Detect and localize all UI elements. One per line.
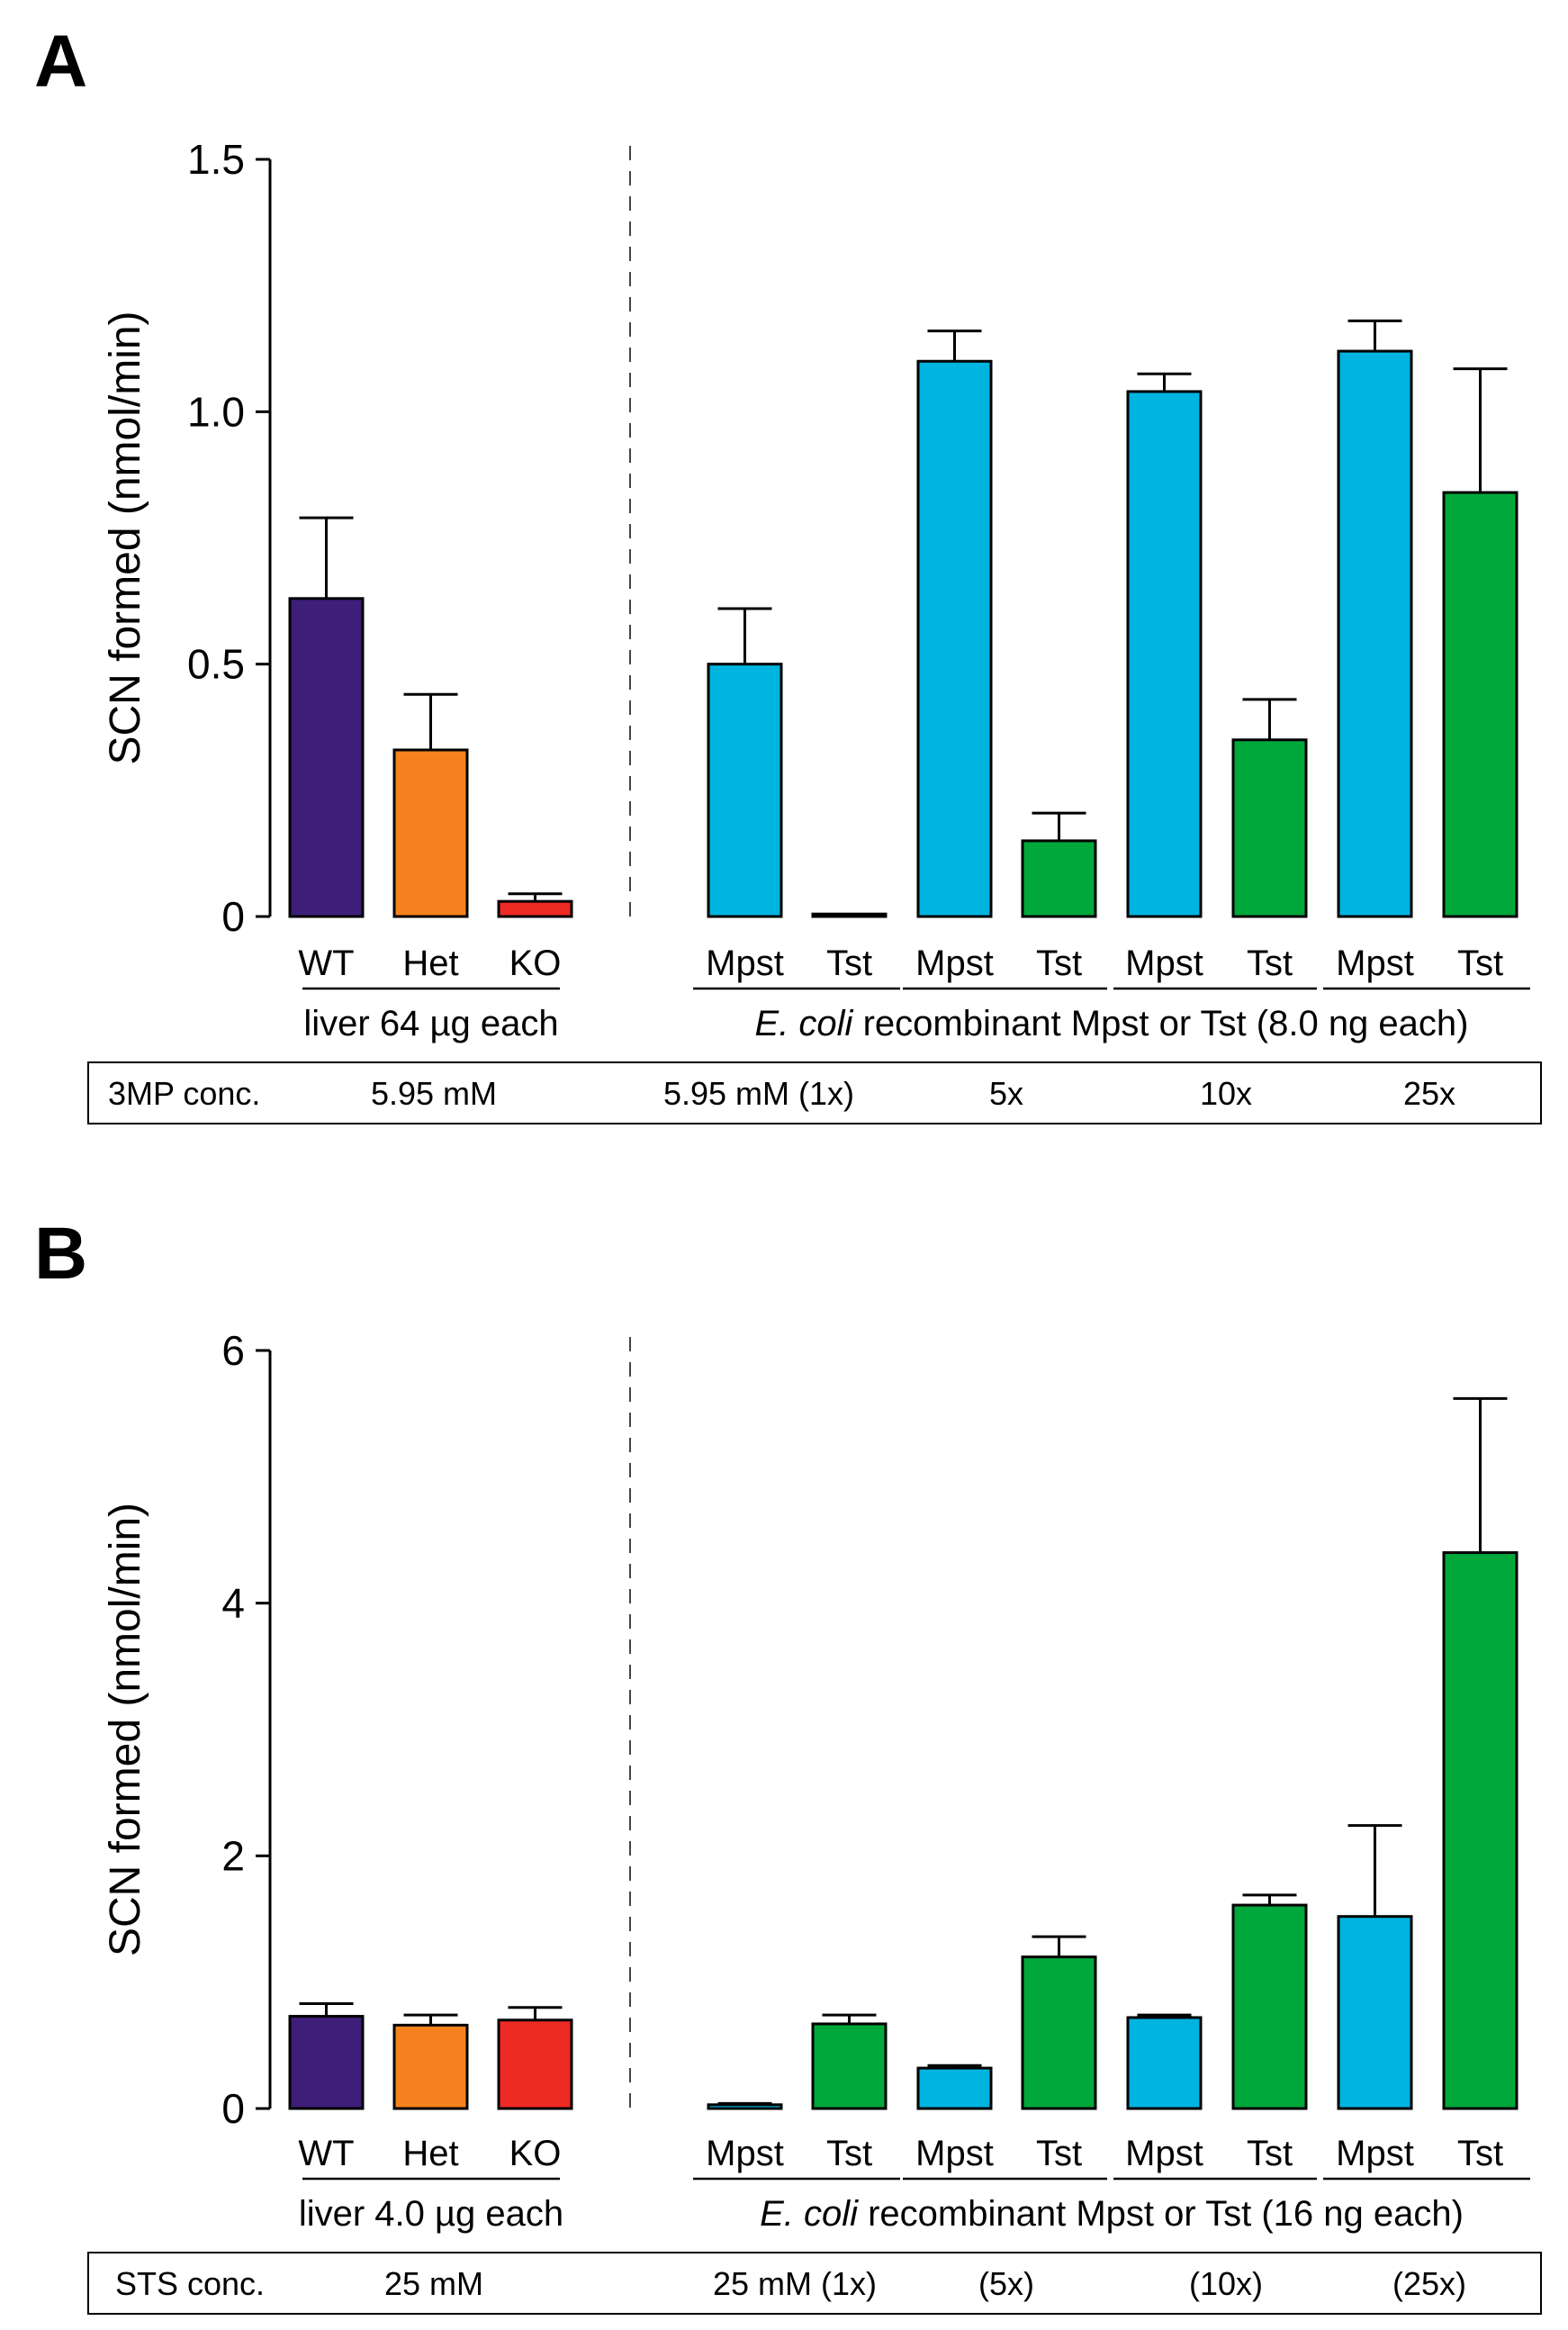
y-tick-label: 6 (221, 1327, 245, 1374)
ecoli-rest: recombinant Mpst or Tst (8.0 ng each) (852, 1004, 1468, 1043)
category-label: Mpst (1125, 944, 1203, 983)
bar-mpst (1337, 349, 1413, 918)
bar-tst (1021, 839, 1097, 918)
category-label: Tst (826, 944, 872, 983)
y-tick-label: 0 (221, 2085, 245, 2132)
panel-letter: A (34, 21, 87, 103)
concentration-value: 10x (1200, 1075, 1252, 1112)
concentration-value: 5x (989, 1075, 1023, 1112)
bar-tst (1442, 491, 1518, 918)
category-label: Mpst (706, 944, 784, 983)
bar-ko (497, 2018, 573, 2110)
ecoli-italic: E. coli (755, 1004, 854, 1043)
panel-b: B 0 2 4 6 SCN formed (nmol/min) WT Het KO Mpst Tst… (34, 1213, 1542, 2315)
bar-tst (1231, 1903, 1308, 2110)
concentration-box (87, 2252, 1542, 2315)
ecoli-group-label: E. coli recombinant Mpst or Tst (16 ng e… (760, 2194, 1464, 2234)
category-label: KO (509, 944, 562, 983)
category-label: Mpst (706, 2134, 784, 2173)
y-tick-label: 0 (221, 893, 245, 940)
bar-ko (497, 899, 573, 918)
concentration-value: 5.95 mM (371, 1075, 497, 1112)
panel-letter: B (34, 1213, 87, 1295)
ecoli-rest: recombinant Mpst or Tst (16 ng each) (858, 2194, 1464, 2234)
y-axis-label: SCN formed (nmol/min) (102, 1503, 149, 1956)
bar-tst (1442, 1551, 1518, 2110)
category-label: WT (298, 2134, 354, 2173)
category-label: WT (298, 944, 354, 983)
concentration-value: (10x) (1189, 2265, 1263, 2302)
concentration-label: STS conc. (115, 2265, 265, 2302)
bar-tst (1231, 738, 1308, 918)
y-tick-label: 0.5 (187, 641, 245, 688)
bar-wt (288, 2015, 365, 2110)
bar-het (392, 2023, 469, 2110)
category-label: Tst (826, 2134, 872, 2173)
bar-wt (288, 597, 365, 918)
category-label: Mpst (1336, 944, 1414, 983)
category-label: KO (509, 2134, 562, 2173)
ecoli-group-label: E. coli recombinant Mpst or Tst (8.0 ng … (755, 1004, 1469, 1043)
category-label: Tst (1247, 944, 1293, 983)
concentration-value: 25 mM (1x) (713, 2265, 877, 2302)
bar-mpst (707, 2103, 783, 2110)
category-label: Tst (1247, 2134, 1293, 2173)
category-label: Mpst (1336, 2134, 1414, 2173)
bar-mpst (916, 2066, 993, 2110)
concentration-value: 5.95 mM (1x) (663, 1075, 854, 1112)
bar-mpst (1337, 1915, 1413, 2110)
category-label: Tst (1036, 944, 1082, 983)
concentration-label: 3MP conc. (108, 1075, 260, 1112)
concentration-value: (5x) (978, 2265, 1034, 2302)
y-tick-label: 1.5 (187, 136, 245, 183)
y-axis-label: SCN formed (nmol/min) (102, 311, 149, 764)
category-label: Mpst (1125, 2134, 1203, 2173)
concentration-box (87, 1061, 1542, 1124)
y-tick-label: 2 (221, 1832, 245, 1879)
ecoli-italic: E. coli (760, 2194, 859, 2234)
category-label: Tst (1457, 2134, 1503, 2173)
bar-mpst (1126, 390, 1203, 918)
liver-group-label: liver 4.0 µg each (299, 2194, 563, 2234)
bar-tst (811, 912, 888, 918)
y-tick-label: 1.0 (187, 388, 245, 435)
bar-mpst (916, 359, 993, 918)
concentration-value: 25x (1403, 1075, 1455, 1112)
category-label: Mpst (915, 2134, 994, 2173)
category-label: Tst (1457, 944, 1503, 983)
y-tick-label: 4 (221, 1580, 245, 1627)
category-label: Het (402, 2134, 458, 2173)
category-label: Het (402, 944, 458, 983)
bar-tst (811, 2022, 888, 2110)
bar-het (392, 748, 469, 918)
bar-tst (1021, 1955, 1097, 2110)
category-label: Mpst (915, 944, 994, 983)
liver-group-label: liver 64 µg each (303, 1004, 558, 1043)
concentration-value: (25x) (1392, 2265, 1466, 2302)
bar-mpst (707, 663, 783, 918)
concentration-value: 25 mM (384, 2265, 483, 2302)
panel-a: A 0 0.5 1.0 1.5 SCN formed (nmol/min) WT Het KO M… (34, 21, 1542, 1124)
category-label: Tst (1036, 2134, 1082, 2173)
bar-mpst (1126, 2016, 1203, 2110)
